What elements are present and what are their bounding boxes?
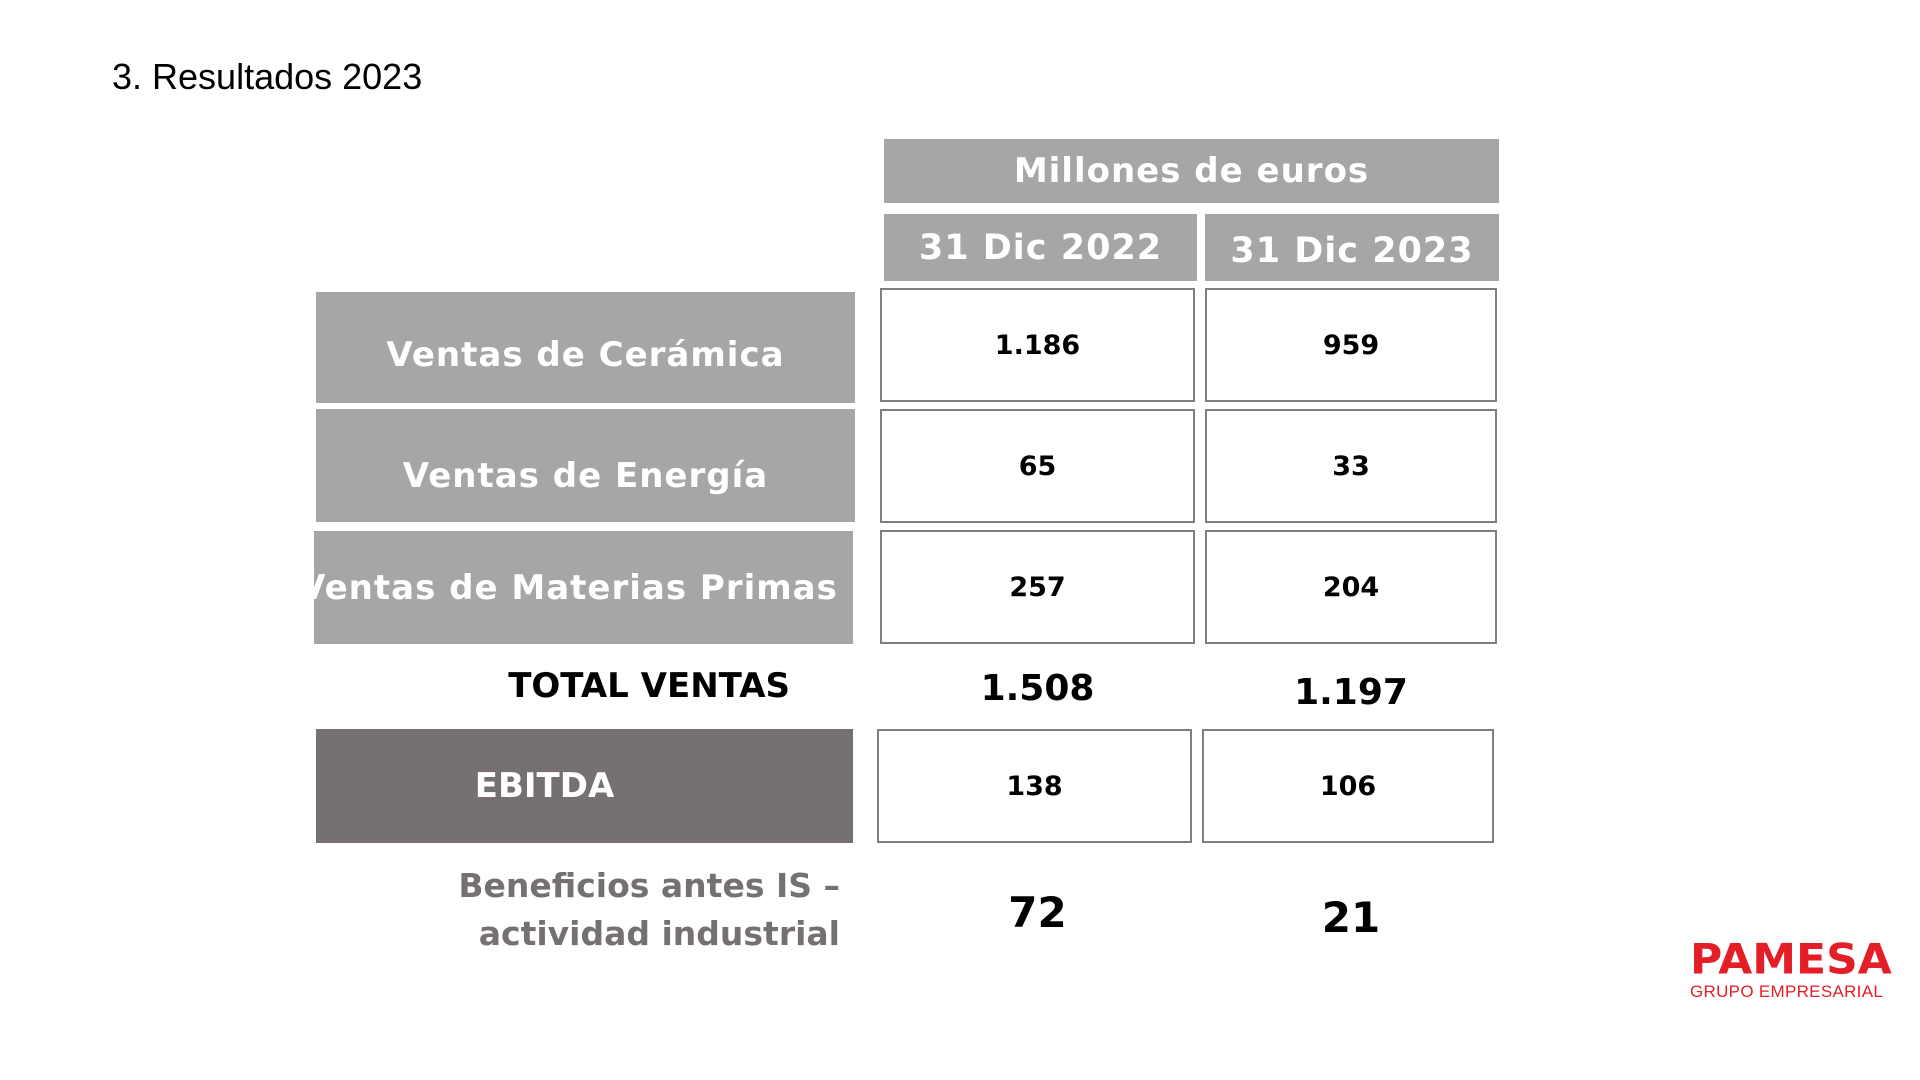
beneficios-label-line2: actividad industrial [478, 914, 840, 953]
value-ceramica-2023: 959 [1205, 288, 1497, 402]
value-ceramica-2022: 1.186 [880, 288, 1195, 402]
beneficios-label-line1: Beneficios antes IS – [458, 866, 840, 905]
ebitda-2023: 106 [1202, 729, 1494, 843]
column-header-2023: 31 Dic 2023 [1205, 214, 1499, 281]
logo-name: PAMESA [1690, 935, 1892, 984]
beneficios-2022: 72 [1008, 887, 1067, 937]
value-energia-2022: 65 [880, 409, 1195, 523]
row-label-materias-primas: Ventas de Materias Primas [299, 531, 853, 644]
units-header: Millones de euros [884, 139, 1499, 203]
pamesa-logo: PAMESA GRUPO EMPRESARIAL [1690, 935, 1892, 1002]
slide-title: 3. Resultados 2023 [112, 56, 423, 97]
value-energia-2023: 33 [1205, 409, 1497, 523]
beneficios-2023: 21 [1321, 892, 1381, 942]
value-materias-primas-2022: 257 [880, 530, 1195, 644]
total-ventas-2022: 1.508 [980, 667, 1095, 709]
row-label-energia: Ventas de Energía [316, 409, 855, 522]
ebitda-label: EBITDA [316, 729, 853, 843]
value-materias-primas-2023: 204 [1205, 530, 1497, 644]
row-label-ceramica: Ventas de Cerámica [316, 292, 855, 403]
beneficios-label: Beneficios antes IS – actividad industri… [400, 862, 840, 962]
total-ventas-label: TOTAL VENTAS [508, 666, 790, 706]
logo-subtitle: GRUPO EMPRESARIAL [1690, 982, 1884, 1001]
column-header-2022: 31 Dic 2022 [884, 214, 1197, 281]
total-ventas-2023: 1.197 [1294, 671, 1408, 713]
ebitda-2022: 138 [877, 729, 1192, 843]
